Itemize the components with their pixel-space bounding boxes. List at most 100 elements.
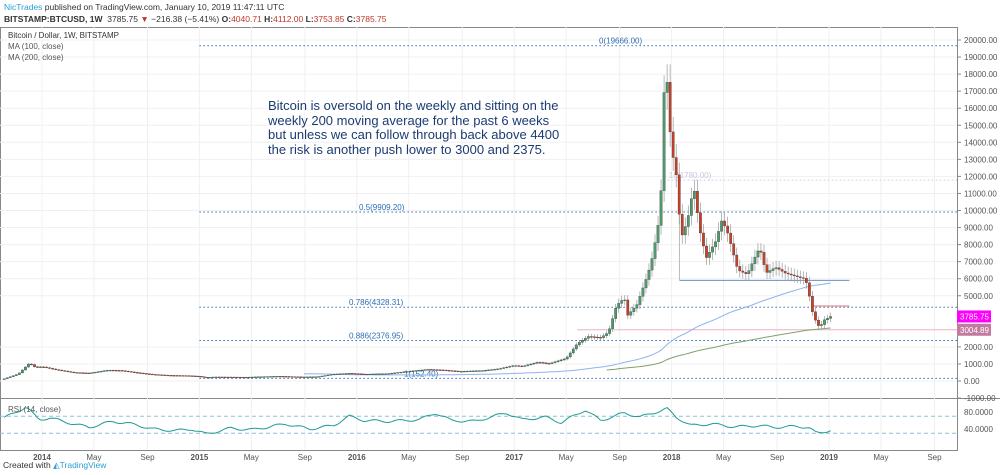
candle (187, 375, 191, 377)
fib-level-label: 0(19666.00) (599, 37, 642, 46)
candle (323, 375, 327, 377)
candle (801, 277, 805, 279)
candle (87, 372, 91, 374)
x-tick-label: May (86, 453, 101, 462)
candle (656, 225, 660, 243)
candle (223, 376, 227, 378)
candle (254, 376, 257, 378)
candle (478, 370, 481, 372)
candle (78, 372, 82, 374)
candle (293, 376, 297, 378)
candle (196, 375, 200, 378)
candle (27, 363, 30, 368)
candle (453, 370, 457, 372)
author-link[interactable]: NicTrades (4, 2, 43, 12)
y-tick-label: 20000.00 (964, 36, 998, 45)
y-tick-label: 13000.00 (964, 155, 998, 164)
candle (514, 365, 518, 367)
candle (581, 340, 584, 343)
candle (795, 275, 799, 277)
fib-level-label: 0.5(9909.20) (359, 203, 405, 212)
ma200-line (606, 327, 831, 371)
candle (680, 214, 684, 236)
candle (372, 373, 375, 375)
legend-rsi: RSI (14, close) (8, 405, 61, 414)
candle (738, 266, 742, 272)
candle (641, 287, 645, 297)
candle (290, 376, 294, 378)
candle (360, 373, 363, 375)
candle (811, 296, 814, 312)
candle (284, 376, 288, 378)
candle (635, 304, 639, 309)
x-tick-label: Sep (455, 453, 470, 462)
candle (505, 366, 509, 369)
candle (211, 376, 215, 378)
candle (650, 258, 654, 271)
candle (750, 263, 754, 271)
candle (217, 376, 221, 378)
candle (51, 368, 55, 370)
high-label: H: (264, 14, 274, 24)
candle (357, 373, 360, 375)
candle (723, 220, 726, 227)
candle (556, 360, 560, 362)
x-tick-label: 2014 (33, 453, 51, 462)
candle (102, 370, 106, 372)
candle (214, 376, 218, 378)
candle (299, 376, 303, 378)
candle (571, 348, 575, 354)
candle (820, 324, 823, 326)
y-tick-label: 10000.00 (964, 207, 998, 216)
tradingview-link[interactable]: TradingView (59, 460, 107, 470)
candle (296, 376, 300, 378)
candle (69, 371, 73, 373)
candle (756, 250, 760, 258)
candle (111, 370, 115, 372)
rsi-line (3, 407, 831, 434)
y-tick-label: 14000.00 (964, 138, 998, 147)
fib-level-label: 1(152.40) (404, 369, 439, 378)
candle (441, 369, 445, 371)
candle (350, 373, 354, 375)
candle (257, 376, 260, 378)
candle (593, 336, 596, 338)
candle (30, 363, 33, 366)
candle (302, 376, 306, 378)
candle (529, 363, 533, 365)
candle (565, 356, 569, 360)
candle (347, 373, 351, 375)
y-tick-label: 6000.00 (964, 275, 993, 284)
candle (393, 372, 397, 374)
candle (829, 316, 832, 319)
candle (408, 371, 412, 373)
candle (629, 311, 633, 316)
x-tick-label: 2019 (820, 453, 838, 462)
candle (759, 250, 763, 253)
candle (18, 372, 21, 375)
candle (202, 376, 206, 378)
candle (184, 375, 188, 377)
candle (568, 352, 572, 358)
candle (42, 366, 45, 368)
publish-info: published on TradingView.com, January 10… (44, 2, 285, 12)
candle (5, 377, 9, 379)
x-tick-label: 2015 (191, 453, 209, 462)
x-tick-label: 2016 (348, 453, 366, 462)
candle (459, 371, 463, 373)
last-price-tag (957, 310, 991, 323)
candle (599, 337, 602, 339)
candle (683, 226, 687, 236)
candle (472, 370, 475, 372)
candle (798, 276, 802, 278)
candle (66, 370, 70, 373)
candle (475, 370, 478, 372)
candle (620, 300, 624, 304)
rsi-tick-label: 80.0000 (964, 408, 993, 417)
close-label: C: (346, 14, 356, 24)
fib-level-label: 0.786(4328.31) (349, 298, 404, 307)
candle (130, 371, 133, 373)
fib-level-label: 1(11780.00) (669, 171, 712, 180)
candle (123, 370, 127, 372)
